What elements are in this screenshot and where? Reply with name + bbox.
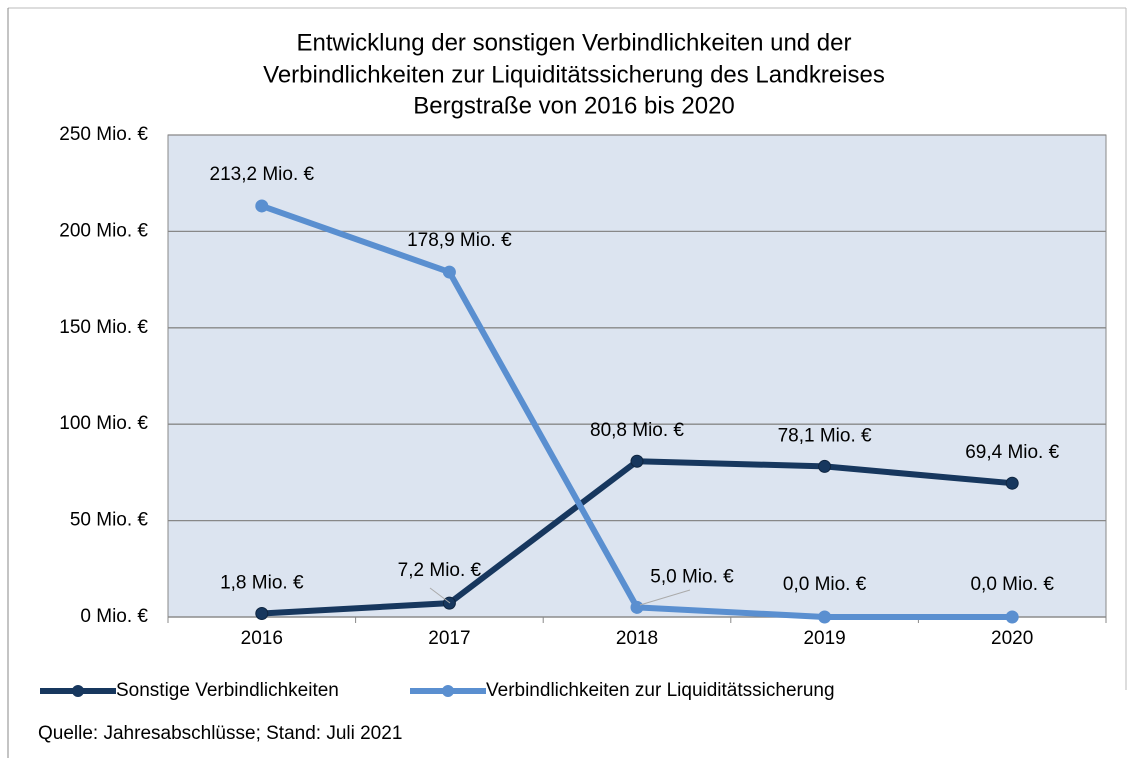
data-point: [255, 199, 269, 213]
x-tick-label: 2020: [991, 628, 1033, 649]
data-label: 213,2 Mio. €: [210, 164, 315, 185]
chart-title: Entwicklung der sonstigen Verbindlichkei…: [296, 29, 851, 56]
x-tick-label: 2018: [616, 628, 658, 649]
data-point: [442, 265, 456, 279]
source-note: Quelle: Jahresabschlüsse; Stand: Juli 20…: [38, 723, 402, 744]
x-tick-label: 2016: [241, 628, 283, 649]
data-label: 5,0 Mio. €: [650, 566, 734, 587]
data-label: 0,0 Mio. €: [970, 574, 1054, 595]
legend-label: Sonstige Verbindlichkeiten: [116, 680, 339, 701]
data-label: 1,8 Mio. €: [220, 573, 304, 594]
data-label: 7,2 Mio. €: [398, 560, 482, 581]
data-point: [630, 454, 644, 468]
leader-line: [639, 589, 691, 606]
legend-marker: [442, 685, 454, 697]
data-label: 178,9 Mio. €: [407, 230, 512, 251]
legend-label: Verbindlichkeiten zur Liquiditätssicheru…: [486, 680, 835, 701]
plot-area: [167, 134, 1107, 618]
data-label: 0,0 Mio. €: [783, 574, 867, 595]
data-point: [255, 607, 269, 621]
y-tick-label: 0 Mio. €: [80, 606, 148, 627]
y-tick-label: 50 Mio. €: [70, 510, 149, 531]
data-point: [1005, 610, 1019, 624]
data-point: [818, 459, 832, 473]
y-tick-label: 100 Mio. €: [59, 413, 148, 434]
data-point: [1005, 476, 1019, 490]
data-label: 69,4 Mio. €: [965, 442, 1059, 463]
leader-line: [429, 587, 451, 604]
chart-title: Verbindlichkeiten zur Liquiditätssicheru…: [263, 61, 885, 88]
legend-marker: [72, 685, 84, 697]
x-tick-label: 2019: [803, 628, 845, 649]
data-point: [630, 600, 644, 614]
y-tick-label: 150 Mio. €: [59, 317, 148, 338]
chart-title: Bergstraße von 2016 bis 2020: [413, 92, 735, 119]
y-tick-label: 200 Mio. €: [59, 220, 148, 241]
data-point: [818, 610, 832, 624]
y-tick-label: 250 Mio. €: [59, 124, 148, 145]
data-label: 78,1 Mio. €: [778, 425, 872, 446]
data-label: 80,8 Mio. €: [590, 420, 684, 441]
x-tick-label: 2017: [428, 628, 470, 649]
